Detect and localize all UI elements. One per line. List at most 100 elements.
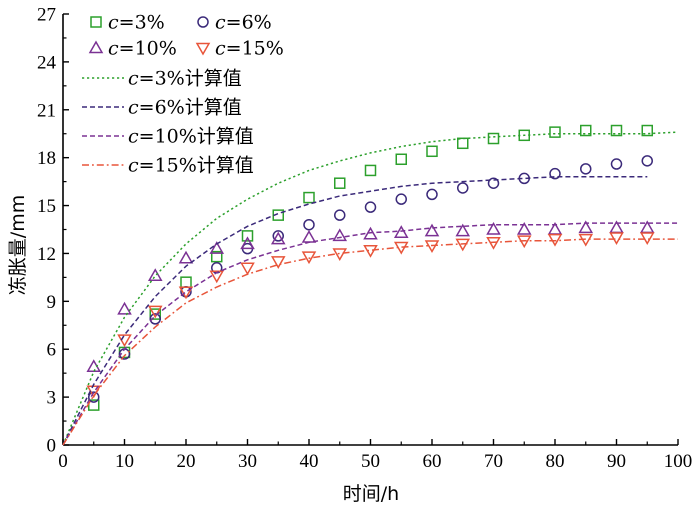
legend-item: c=10% [88, 38, 177, 60]
y-tick-label: 12 [37, 244, 56, 265]
x-tick-label: 80 [546, 451, 565, 472]
data-point [88, 399, 100, 411]
data-point [639, 232, 655, 245]
data-point [580, 163, 592, 175]
x-tick-label: 40 [300, 451, 319, 472]
legend-item: c=6% [197, 12, 272, 34]
x-tick-label: 90 [607, 451, 626, 472]
data-point [272, 230, 284, 242]
legend-item: c=15% [195, 38, 284, 60]
x-axis-title: 时间/h [343, 483, 399, 505]
data-point [363, 226, 378, 240]
data-point [487, 132, 500, 145]
series-0 [88, 124, 653, 411]
data-point [549, 167, 561, 180]
legend-label: c=3%计算值 [128, 68, 242, 90]
data-point [270, 256, 286, 269]
data-point [641, 124, 653, 137]
data-point [209, 241, 225, 254]
series-layer [62, 124, 679, 446]
data-point [486, 221, 501, 235]
data-point [455, 223, 471, 237]
series-line [62, 238, 678, 446]
series-7 [62, 238, 678, 446]
data-point [180, 276, 192, 288]
data-point [457, 137, 469, 150]
data-point [334, 209, 346, 221]
legend-label: c=3% [108, 12, 165, 34]
x-tick-label: 60 [423, 451, 442, 472]
data-point [270, 231, 286, 245]
y-axis-title: 冻胀量/mm [7, 195, 29, 295]
legend-label: c=10%计算值 [128, 126, 254, 148]
data-point [303, 191, 315, 204]
data-point [426, 188, 438, 201]
legend-item: c=3% [90, 12, 165, 34]
y-tick-label: 21 [37, 100, 56, 121]
legend-item: c=10%计算值 [82, 126, 254, 148]
series-line [62, 176, 648, 446]
series-4 [62, 131, 679, 446]
data-point [363, 245, 378, 258]
axes: 0 10 20 30 40 50 60 70 80 90 100 0 3 6 9 12 15 18 21 24 27 [37, 5, 692, 473]
data-point [301, 229, 317, 243]
data-point [211, 250, 223, 263]
data-point [240, 236, 255, 250]
data-point [580, 124, 592, 137]
y-tick-label: 3 [47, 388, 57, 409]
y-tick-label: 15 [37, 196, 56, 217]
y-tick-label: 18 [37, 148, 56, 169]
series-5 [62, 176, 648, 446]
legend-label: c=15% [215, 38, 284, 60]
legend-label: c=10% [108, 38, 177, 60]
legend-item: c=6%计算值 [82, 97, 242, 119]
data-point [395, 193, 407, 205]
data-point [117, 334, 132, 348]
data-point [457, 182, 469, 194]
x-tick-label: 20 [177, 451, 196, 472]
legend-label: c=15%计算值 [128, 155, 254, 177]
series-line [62, 222, 678, 446]
data-point [301, 251, 317, 265]
x-tick-label: 0 [58, 451, 68, 472]
data-point [178, 286, 194, 300]
data-point [364, 164, 377, 177]
data-point [149, 308, 161, 320]
data-point [516, 221, 532, 235]
series-3 [86, 232, 655, 399]
legend-item: c=3%计算值 [82, 68, 242, 90]
x-tick-label: 70 [484, 451, 503, 472]
legend-marker [90, 16, 102, 28]
data-point [641, 155, 653, 167]
data-point [241, 230, 254, 242]
data-point [147, 268, 163, 282]
data-point [487, 177, 500, 189]
data-point [424, 223, 440, 237]
data-point [455, 238, 471, 252]
data-point [426, 145, 438, 158]
data-point [547, 233, 563, 247]
data-point [610, 124, 623, 137]
data-point [578, 220, 594, 234]
data-point [609, 232, 624, 245]
legend-label: c=6% [215, 12, 272, 34]
legend-item: c=15%计算值 [82, 155, 254, 177]
x-tick-label: 50 [361, 451, 380, 472]
data-point [610, 158, 623, 170]
data-point [303, 218, 315, 231]
data-point [364, 201, 377, 213]
data-point [240, 262, 255, 276]
data-point [549, 126, 561, 138]
data-point [332, 248, 348, 261]
data-point [209, 270, 225, 284]
data-point [147, 305, 163, 319]
series-line [62, 131, 679, 446]
legend-marker [195, 42, 211, 56]
data-point [117, 301, 132, 315]
x-tick-label: 30 [238, 451, 257, 472]
y-tick-label: 6 [47, 340, 57, 361]
legend-marker [88, 40, 104, 54]
data-point [149, 313, 161, 325]
data-point [424, 240, 440, 253]
